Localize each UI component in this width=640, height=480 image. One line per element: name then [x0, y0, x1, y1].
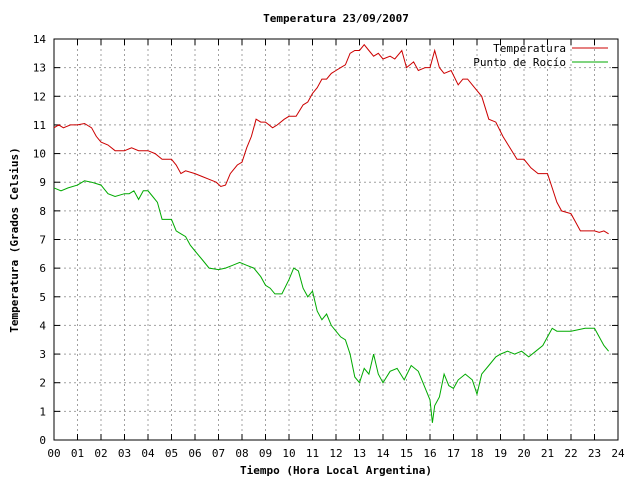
y-tick-label: 9 — [39, 176, 46, 189]
y-tick-label: 0 — [39, 434, 46, 447]
x-axis-label: Tiempo (Hora Local Argentina) — [240, 464, 432, 477]
x-tick-label: 04 — [141, 447, 155, 460]
y-tick-label: 3 — [39, 348, 46, 361]
y-tick-label: 4 — [39, 319, 46, 332]
axis-ticks: 00 01 02 03 04 05 06 07 08 09 10 11 12 13 14 15 16 17 18 19… — [33, 33, 625, 460]
x-tick-label: 10 — [282, 447, 295, 460]
x-tick-label: 23 — [588, 447, 601, 460]
x-tick-label: 17 — [447, 447, 460, 460]
y-tick-label: 14 — [33, 33, 47, 46]
x-tick-label: 03 — [118, 447, 131, 460]
legend-label: Punto de Rocío — [473, 56, 566, 69]
x-tick-label: 12 — [329, 447, 342, 460]
y-tick-label: 7 — [39, 234, 46, 247]
x-tick-label: 06 — [188, 447, 201, 460]
x-tick-label: 07 — [212, 447, 225, 460]
x-tick-label: 16 — [423, 447, 436, 460]
x-tick-label: 21 — [541, 447, 554, 460]
y-tick-label: 6 — [39, 262, 46, 275]
x-tick-label: 09 — [259, 447, 272, 460]
x-tick-label: 14 — [376, 447, 390, 460]
y-tick-label: 8 — [39, 205, 46, 218]
y-tick-label: 13 — [33, 62, 46, 75]
x-tick-label: 20 — [517, 447, 530, 460]
chart-title: Temperatura 23/09/2007 — [263, 12, 409, 25]
x-tick-label: 05 — [165, 447, 178, 460]
x-tick-label: 11 — [306, 447, 319, 460]
x-tick-label: 24 — [611, 447, 625, 460]
x-tick-label: 08 — [235, 447, 248, 460]
x-tick-label: 00 — [47, 447, 60, 460]
y-axis-label: Temperatura (Grados Celsius) — [8, 147, 21, 332]
y-tick-label: 1 — [39, 405, 46, 418]
series-lines — [53, 43, 609, 423]
x-tick-label: 02 — [94, 447, 107, 460]
y-tick-label: 2 — [39, 377, 46, 390]
grid — [54, 39, 618, 440]
x-tick-label: 22 — [564, 447, 577, 460]
x-tick-label: 01 — [71, 447, 84, 460]
series-line-temperatura — [53, 43, 609, 235]
y-tick-label: 10 — [33, 148, 46, 161]
x-tick-label: 18 — [470, 447, 483, 460]
x-tick-label: 15 — [400, 447, 413, 460]
x-tick-label: 13 — [353, 447, 366, 460]
legend-label: Temperatura — [493, 42, 566, 55]
y-tick-label: 11 — [33, 119, 46, 132]
y-tick-label: 12 — [33, 90, 46, 103]
series-line-punto-de-rocio — [53, 180, 609, 423]
x-tick-label: 19 — [494, 447, 507, 460]
y-tick-label: 5 — [39, 291, 46, 304]
